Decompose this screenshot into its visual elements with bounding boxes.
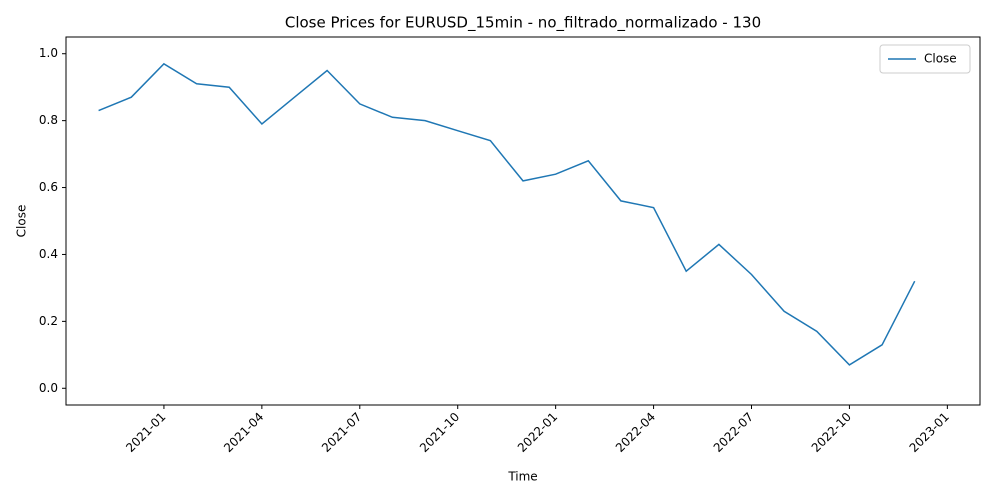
y-tick-label: 0.4 <box>39 247 58 261</box>
y-tick-label: 0.2 <box>39 314 58 328</box>
x-tick-label: 2022-10 <box>809 410 854 455</box>
plot-area <box>65 36 981 406</box>
y-tick-label: 0.0 <box>39 381 58 395</box>
y-tick-label: 0.6 <box>39 180 58 194</box>
x-tick-label: 2021-10 <box>417 410 462 455</box>
y-axis-label: Close <box>15 205 29 238</box>
x-tick-label: 2023-01 <box>907 410 952 455</box>
legend-box <box>879 44 971 74</box>
x-tick-label: 2021-07 <box>319 410 364 455</box>
x-tick-label: 2021-01 <box>123 410 168 455</box>
line-series <box>98 62 916 366</box>
y-tick-label: 1.0 <box>39 46 58 60</box>
x-axis-label: Time <box>507 470 537 484</box>
x-tick-label: 2022-07 <box>711 410 756 455</box>
legend-label: Close <box>924 52 957 66</box>
y-tick-label: 0.8 <box>39 113 58 127</box>
chart-title: Close Prices for EURUSD_15min - no_filtr… <box>285 14 761 33</box>
x-tick-label: 2022-01 <box>515 410 560 455</box>
x-tick-label: 2021-04 <box>221 410 266 455</box>
x-tick-label: 2022-04 <box>613 410 658 455</box>
